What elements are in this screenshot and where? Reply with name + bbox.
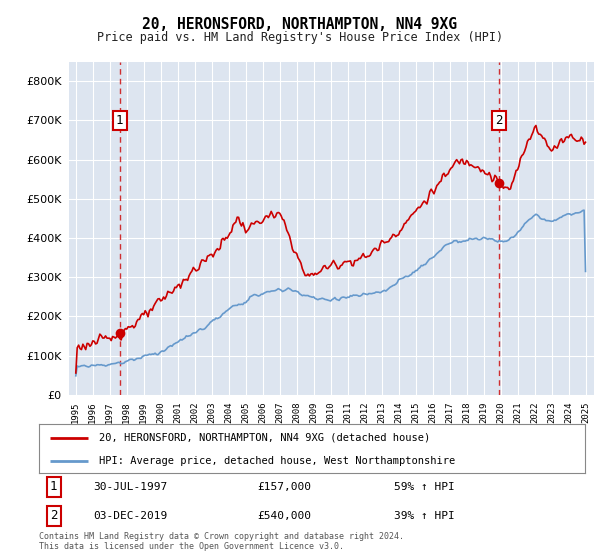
Text: 30-JUL-1997: 30-JUL-1997 [94, 482, 168, 492]
Text: HPI: Average price, detached house, West Northamptonshire: HPI: Average price, detached house, West… [99, 456, 455, 466]
Text: 1: 1 [116, 114, 124, 127]
Text: 2: 2 [50, 510, 58, 522]
Text: £540,000: £540,000 [257, 511, 311, 521]
Text: 39% ↑ HPI: 39% ↑ HPI [394, 511, 455, 521]
Text: 03-DEC-2019: 03-DEC-2019 [94, 511, 168, 521]
Text: £157,000: £157,000 [257, 482, 311, 492]
Text: Price paid vs. HM Land Registry's House Price Index (HPI): Price paid vs. HM Land Registry's House … [97, 31, 503, 44]
Text: 20, HERONSFORD, NORTHAMPTON, NN4 9XG: 20, HERONSFORD, NORTHAMPTON, NN4 9XG [143, 17, 458, 32]
Text: 1: 1 [50, 480, 58, 493]
Text: 20, HERONSFORD, NORTHAMPTON, NN4 9XG (detached house): 20, HERONSFORD, NORTHAMPTON, NN4 9XG (de… [99, 433, 430, 443]
Text: 59% ↑ HPI: 59% ↑ HPI [394, 482, 455, 492]
Text: Contains HM Land Registry data © Crown copyright and database right 2024.
This d: Contains HM Land Registry data © Crown c… [39, 532, 404, 552]
Text: 2: 2 [496, 114, 503, 127]
